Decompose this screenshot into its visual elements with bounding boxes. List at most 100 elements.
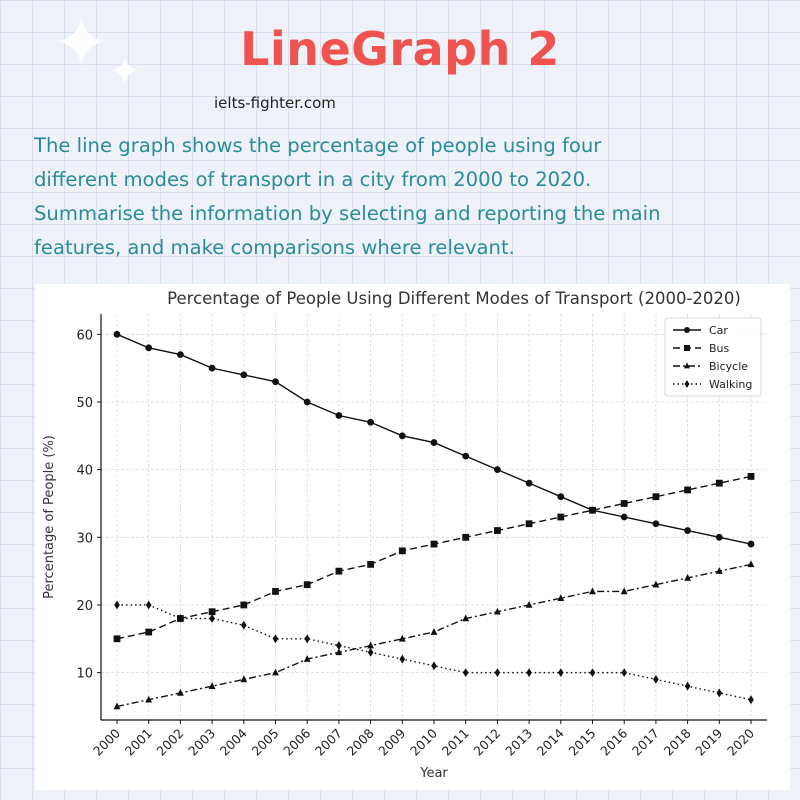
data-point-walking [462, 668, 469, 678]
data-point-walking [558, 668, 564, 678]
legend-label-bus: Bus [709, 342, 730, 355]
data-point-bicycle [335, 648, 343, 656]
x-tick-label: 2003 [185, 726, 218, 759]
data-point-walking [748, 695, 754, 705]
data-point-bus [113, 635, 121, 643]
data-point-walking [399, 654, 406, 664]
data-point-bus [208, 608, 216, 616]
source-label: ielts-fighter.com [214, 94, 336, 112]
prompt-line: features, and make comparisons where rel… [34, 236, 515, 259]
data-point-car [747, 540, 755, 548]
data-point-car [113, 330, 121, 338]
data-point-bicycle [208, 682, 216, 689]
data-point-car [398, 432, 406, 440]
y-tick-label: 10 [76, 667, 93, 682]
data-point-bus [557, 513, 565, 521]
data-point-car [620, 513, 628, 521]
data-point-car [145, 344, 153, 352]
data-point-bus [589, 506, 596, 514]
data-point-car [208, 364, 216, 372]
legend-label-bicycle: Bicycle [709, 360, 748, 373]
data-point-car [715, 533, 723, 541]
data-point-bus [398, 547, 406, 555]
legend-marker-car [684, 327, 690, 333]
x-tick-label: 2002 [153, 726, 186, 759]
data-point-walking [114, 600, 120, 610]
data-point-bicycle [715, 567, 723, 574]
data-point-walking [589, 668, 596, 678]
y-tick-label: 50 [76, 396, 93, 411]
data-point-bicycle [177, 688, 184, 696]
x-tick-label: 2011 [439, 726, 472, 759]
data-point-bus [430, 540, 438, 548]
y-axis-title: Percentage of People (%) [42, 435, 57, 599]
x-axis-title: Year [419, 766, 448, 781]
chart-title: Percentage of People Using Different Mod… [167, 289, 741, 308]
data-point-bicycle [494, 607, 501, 615]
legend-marker-walking [684, 380, 690, 388]
series-line-walking [117, 604, 752, 701]
data-point-walking [241, 620, 247, 630]
data-point-bus [145, 628, 153, 636]
prompt-line: different modes of transport in a city f… [34, 168, 592, 191]
x-tick-label: 2013 [502, 726, 535, 759]
data-point-walking [526, 668, 532, 678]
legend-marker-bus [684, 345, 690, 351]
data-point-walking [494, 668, 501, 678]
data-point-bicycle [684, 573, 691, 581]
data-point-bicycle [240, 675, 248, 683]
data-point-walking [145, 600, 152, 610]
y-tick-label: 20 [76, 599, 93, 614]
data-point-bicycle [747, 560, 755, 568]
page-title: LineGraph 2 [240, 22, 560, 76]
data-point-walking [304, 634, 310, 644]
data-point-bus [462, 533, 470, 541]
data-point-bus [652, 493, 660, 501]
data-point-walking [177, 614, 184, 623]
x-tick-label: 2016 [597, 725, 630, 758]
x-tick-label: 2020 [724, 725, 757, 758]
data-point-car [525, 479, 533, 487]
data-point-walking [684, 681, 691, 691]
data-point-bicycle [620, 587, 628, 595]
data-point-bicycle [557, 594, 565, 601]
x-tick-label: 2018 [661, 725, 694, 758]
data-point-car [557, 493, 565, 501]
x-tick-label: 2009 [375, 725, 408, 758]
data-point-walking [431, 661, 437, 671]
data-point-bicycle [525, 600, 533, 608]
data-point-bicycle [303, 655, 311, 662]
data-point-car [652, 520, 660, 528]
data-point-bus [494, 527, 501, 534]
data-point-bicycle [367, 641, 374, 649]
data-point-bus [240, 601, 248, 609]
data-point-bus [367, 560, 374, 568]
y-tick-label: 30 [76, 531, 93, 546]
data-point-walking [272, 634, 279, 644]
data-point-car [177, 351, 184, 358]
data-point-bicycle [430, 628, 438, 635]
data-point-bus [303, 581, 311, 589]
data-point-bus [715, 479, 723, 487]
x-tick-label: 2019 [692, 725, 725, 758]
x-tick-label: 2000 [90, 725, 123, 758]
data-point-walking [653, 675, 659, 684]
data-point-bicycle [272, 668, 279, 676]
prompt-line: The line graph shows the percentage of p… [34, 134, 602, 157]
legend-box [664, 317, 762, 397]
sparkle-decoration-icon: ✦ [108, 49, 142, 95]
data-point-car [430, 439, 438, 446]
data-point-bicycle [652, 580, 660, 588]
x-tick-label: 2008 [344, 725, 377, 758]
y-tick-label: 60 [76, 328, 93, 343]
data-point-walking [336, 641, 342, 650]
data-point-car [335, 412, 343, 419]
data-point-bus [684, 486, 691, 494]
prompt-line: Summarise the information by selecting a… [34, 202, 661, 225]
x-tick-label: 2017 [629, 726, 662, 759]
data-point-walking [621, 668, 627, 678]
data-point-bicycle [589, 587, 596, 595]
data-point-bus [525, 520, 533, 528]
data-point-walking [209, 614, 215, 623]
x-tick-label: 2015 [566, 726, 599, 759]
